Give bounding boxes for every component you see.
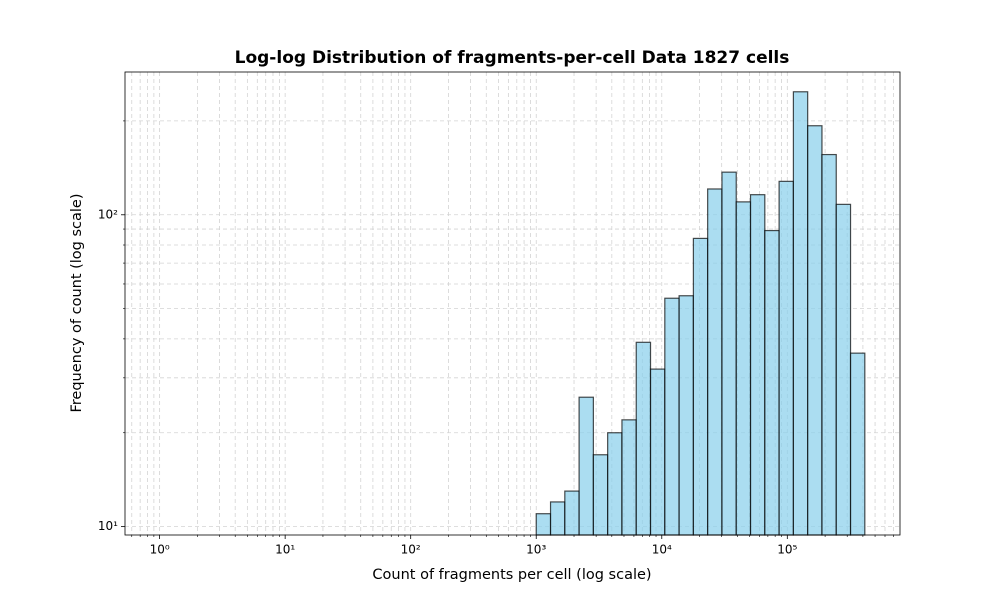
x-tick-label: 10⁵	[777, 543, 797, 557]
bar	[692, 237, 709, 536]
bar	[607, 432, 623, 536]
bar	[764, 229, 780, 536]
y-axis-label: Frequency of count (log scale)	[69, 193, 85, 412]
bar	[707, 188, 723, 536]
x-tick-label: 10³	[526, 543, 546, 557]
plot-frame	[124, 71, 901, 536]
bar	[749, 194, 766, 536]
x-tick-label: 10¹	[275, 543, 295, 557]
x-tick-label: 10⁴	[652, 543, 672, 557]
bar	[721, 171, 737, 536]
chart-title: Log-log Distribution of fragments-per-ce…	[235, 48, 790, 68]
x-tick-label: 10²	[401, 543, 421, 557]
bar	[778, 180, 794, 536]
x-tick-label: 10⁰	[150, 543, 170, 557]
bar	[621, 419, 637, 536]
bar	[549, 501, 566, 536]
bar	[592, 454, 609, 536]
bar	[849, 352, 866, 536]
y-tick-label: 10¹	[98, 519, 118, 533]
bar	[535, 513, 552, 536]
bar	[678, 295, 694, 536]
bar	[564, 490, 580, 536]
bar	[649, 368, 666, 536]
bar	[807, 125, 823, 536]
bar	[578, 396, 594, 536]
bar	[735, 201, 752, 536]
bar	[835, 203, 852, 536]
bar	[664, 297, 680, 536]
bar	[792, 91, 809, 536]
bar	[635, 341, 652, 536]
bar	[821, 153, 837, 536]
y-tick-label: 10²	[98, 207, 118, 221]
x-axis-label: Count of fragments per cell (log scale)	[372, 567, 651, 583]
